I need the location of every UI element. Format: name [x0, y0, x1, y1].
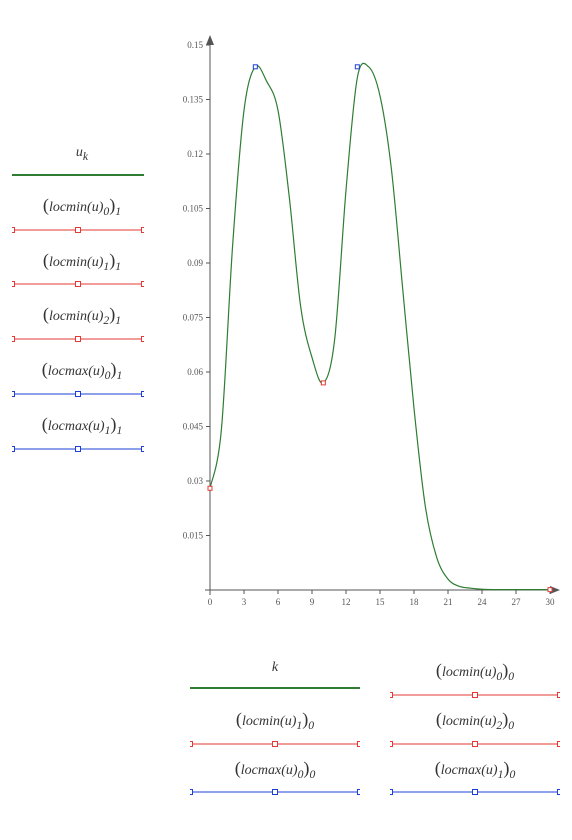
- legend-item: k: [190, 660, 360, 697]
- legend-item: (locmax(u)0)1: [12, 359, 152, 396]
- svg-text:15: 15: [376, 597, 386, 607]
- legend-item: (locmax(u)1)1: [12, 414, 152, 451]
- page-root: uk (locmin(u)0)1 (locmin(u)1)1 (locmin(u)2)…: [0, 0, 572, 840]
- svg-text:9: 9: [310, 597, 315, 607]
- legend-line: [12, 331, 144, 341]
- legend-line: [190, 680, 360, 690]
- legend-bottom-row: (locmin(u)1)0 (locmin(u)2)0: [190, 709, 560, 746]
- legend-label: uk: [12, 145, 152, 163]
- legend-line: [390, 784, 560, 794]
- svg-text:0.12: 0.12: [187, 149, 203, 159]
- legend-left: uk (locmin(u)0)1 (locmin(u)1)1 (locmin(u)2)…: [12, 145, 152, 469]
- legend-line: [190, 784, 360, 794]
- legend-label: (locmax(u)1)0: [390, 758, 560, 781]
- svg-text:6: 6: [276, 597, 281, 607]
- legend-bottom-row: k (locmin(u)0)0: [190, 660, 560, 697]
- legend-item: (locmin(u)2)1: [12, 304, 152, 341]
- svg-text:3: 3: [242, 597, 247, 607]
- svg-text:0.135: 0.135: [183, 95, 204, 105]
- legend-item: (locmin(u)0)1: [12, 195, 152, 232]
- chart: 0 3 6 9 12 15 18 21 24 27 30 0.015 0.03 0.045 0.06 0.07…: [180, 35, 560, 605]
- svg-text:0.075: 0.075: [183, 313, 204, 323]
- svg-text:24: 24: [478, 597, 488, 607]
- legend-bottom: k (locmin(u)0)0 (locmin(u)1)0 (locmin(u)2)0…: [190, 660, 560, 806]
- svg-text:0.15: 0.15: [187, 40, 203, 50]
- svg-text:21: 21: [444, 597, 453, 607]
- legend-label: (locmin(u)2)1: [12, 304, 152, 327]
- svg-text:0.09: 0.09: [187, 258, 203, 268]
- svg-text:0.015: 0.015: [183, 531, 204, 541]
- legend-line: [190, 736, 360, 746]
- legend-line: [12, 222, 144, 232]
- legend-label: k: [190, 660, 360, 676]
- legend-label: (locmin(u)0)0: [390, 660, 560, 683]
- legend-line: [12, 167, 144, 177]
- legend-item: (locmin(u)0)0: [390, 660, 560, 697]
- svg-text:27: 27: [512, 597, 522, 607]
- svg-text:0.06: 0.06: [187, 367, 203, 377]
- svg-text:18: 18: [410, 597, 420, 607]
- legend-item: (locmin(u)1)1: [12, 250, 152, 287]
- legend-label: (locmax(u)0)1: [12, 359, 152, 382]
- svg-text:30: 30: [546, 597, 556, 607]
- legend-bottom-row: (locmax(u)0)0 (locmax(u)1)0: [190, 758, 560, 795]
- legend-line: [12, 441, 144, 451]
- legend-label: (locmin(u)1)0: [190, 709, 360, 732]
- legend-item: (locmax(u)1)0: [390, 758, 560, 795]
- legend-label: (locmin(u)2)0: [390, 709, 560, 732]
- legend-item: (locmax(u)0)0: [190, 758, 360, 795]
- legend-line: [12, 386, 144, 396]
- svg-text:0: 0: [208, 597, 213, 607]
- svg-text:0.045: 0.045: [183, 422, 204, 432]
- svg-text:0.105: 0.105: [183, 204, 204, 214]
- legend-item: uk: [12, 145, 152, 177]
- legend-line: [12, 276, 144, 286]
- legend-label: (locmin(u)0)1: [12, 195, 152, 218]
- chart-svg: 0 3 6 9 12 15 18 21 24 27 30 0.015 0.03 0.045 0.06 0.07…: [180, 35, 560, 635]
- legend-item: (locmin(u)1)0: [190, 709, 360, 746]
- svg-text:12: 12: [342, 597, 351, 607]
- legend-line: [390, 687, 560, 697]
- legend-line: [390, 736, 560, 746]
- legend-label: (locmax(u)0)0: [190, 758, 360, 781]
- legend-label: (locmin(u)1)1: [12, 250, 152, 273]
- legend-label: (locmax(u)1)1: [12, 414, 152, 437]
- legend-item: (locmin(u)2)0: [390, 709, 560, 746]
- svg-text:0.03: 0.03: [187, 476, 203, 486]
